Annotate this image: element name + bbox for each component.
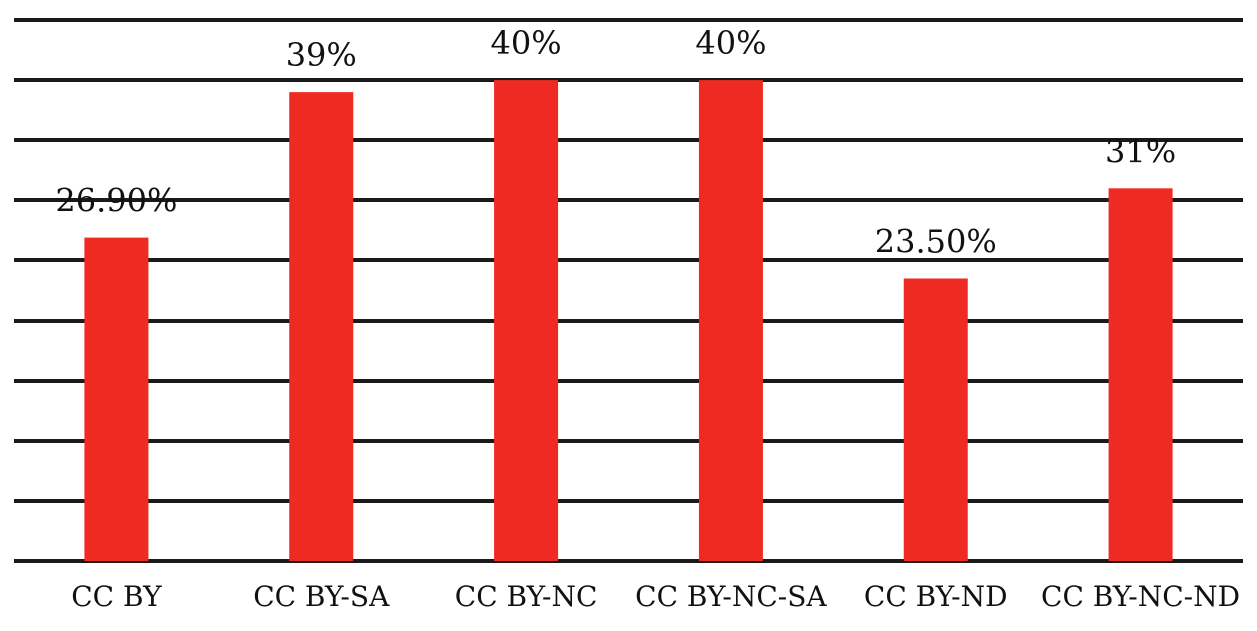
data-label: 23.50% bbox=[875, 222, 997, 260]
bar-cc-by-nc-nd bbox=[1108, 188, 1173, 562]
x-tick-label: CC BY-SA bbox=[253, 580, 390, 613]
bar-cc-by-nd bbox=[903, 278, 968, 561]
x-tick-label: CC BY-ND bbox=[864, 580, 1008, 613]
data-label: 40% bbox=[491, 24, 562, 62]
x-tick-label: CC BY-NC-ND bbox=[1041, 580, 1240, 613]
x-axis-tick-labels: CC BY CC BY-SA CC BY-NC CC BY-NC-SA CC BY-ND… bbox=[71, 580, 1240, 613]
x-tick-label: CC BY-NC bbox=[455, 580, 598, 613]
bar-cc-by-nc-sa bbox=[698, 80, 763, 561]
bars bbox=[84, 80, 1173, 562]
data-label: 39% bbox=[286, 36, 357, 74]
bar-cc-by-sa bbox=[289, 92, 354, 561]
data-labels: 26.90% 39% 40% 40% 23.50% 31% bbox=[55, 24, 1176, 260]
data-label: 40% bbox=[695, 24, 766, 62]
bar-cc-by-nc bbox=[494, 80, 559, 561]
x-tick-label: CC BY-NC-SA bbox=[635, 580, 827, 613]
data-label: 31% bbox=[1105, 132, 1176, 170]
x-tick-label: CC BY bbox=[71, 580, 162, 613]
data-label: 26.90% bbox=[55, 182, 177, 220]
gridlines bbox=[14, 18, 1243, 563]
bar-cc-by bbox=[84, 237, 149, 561]
